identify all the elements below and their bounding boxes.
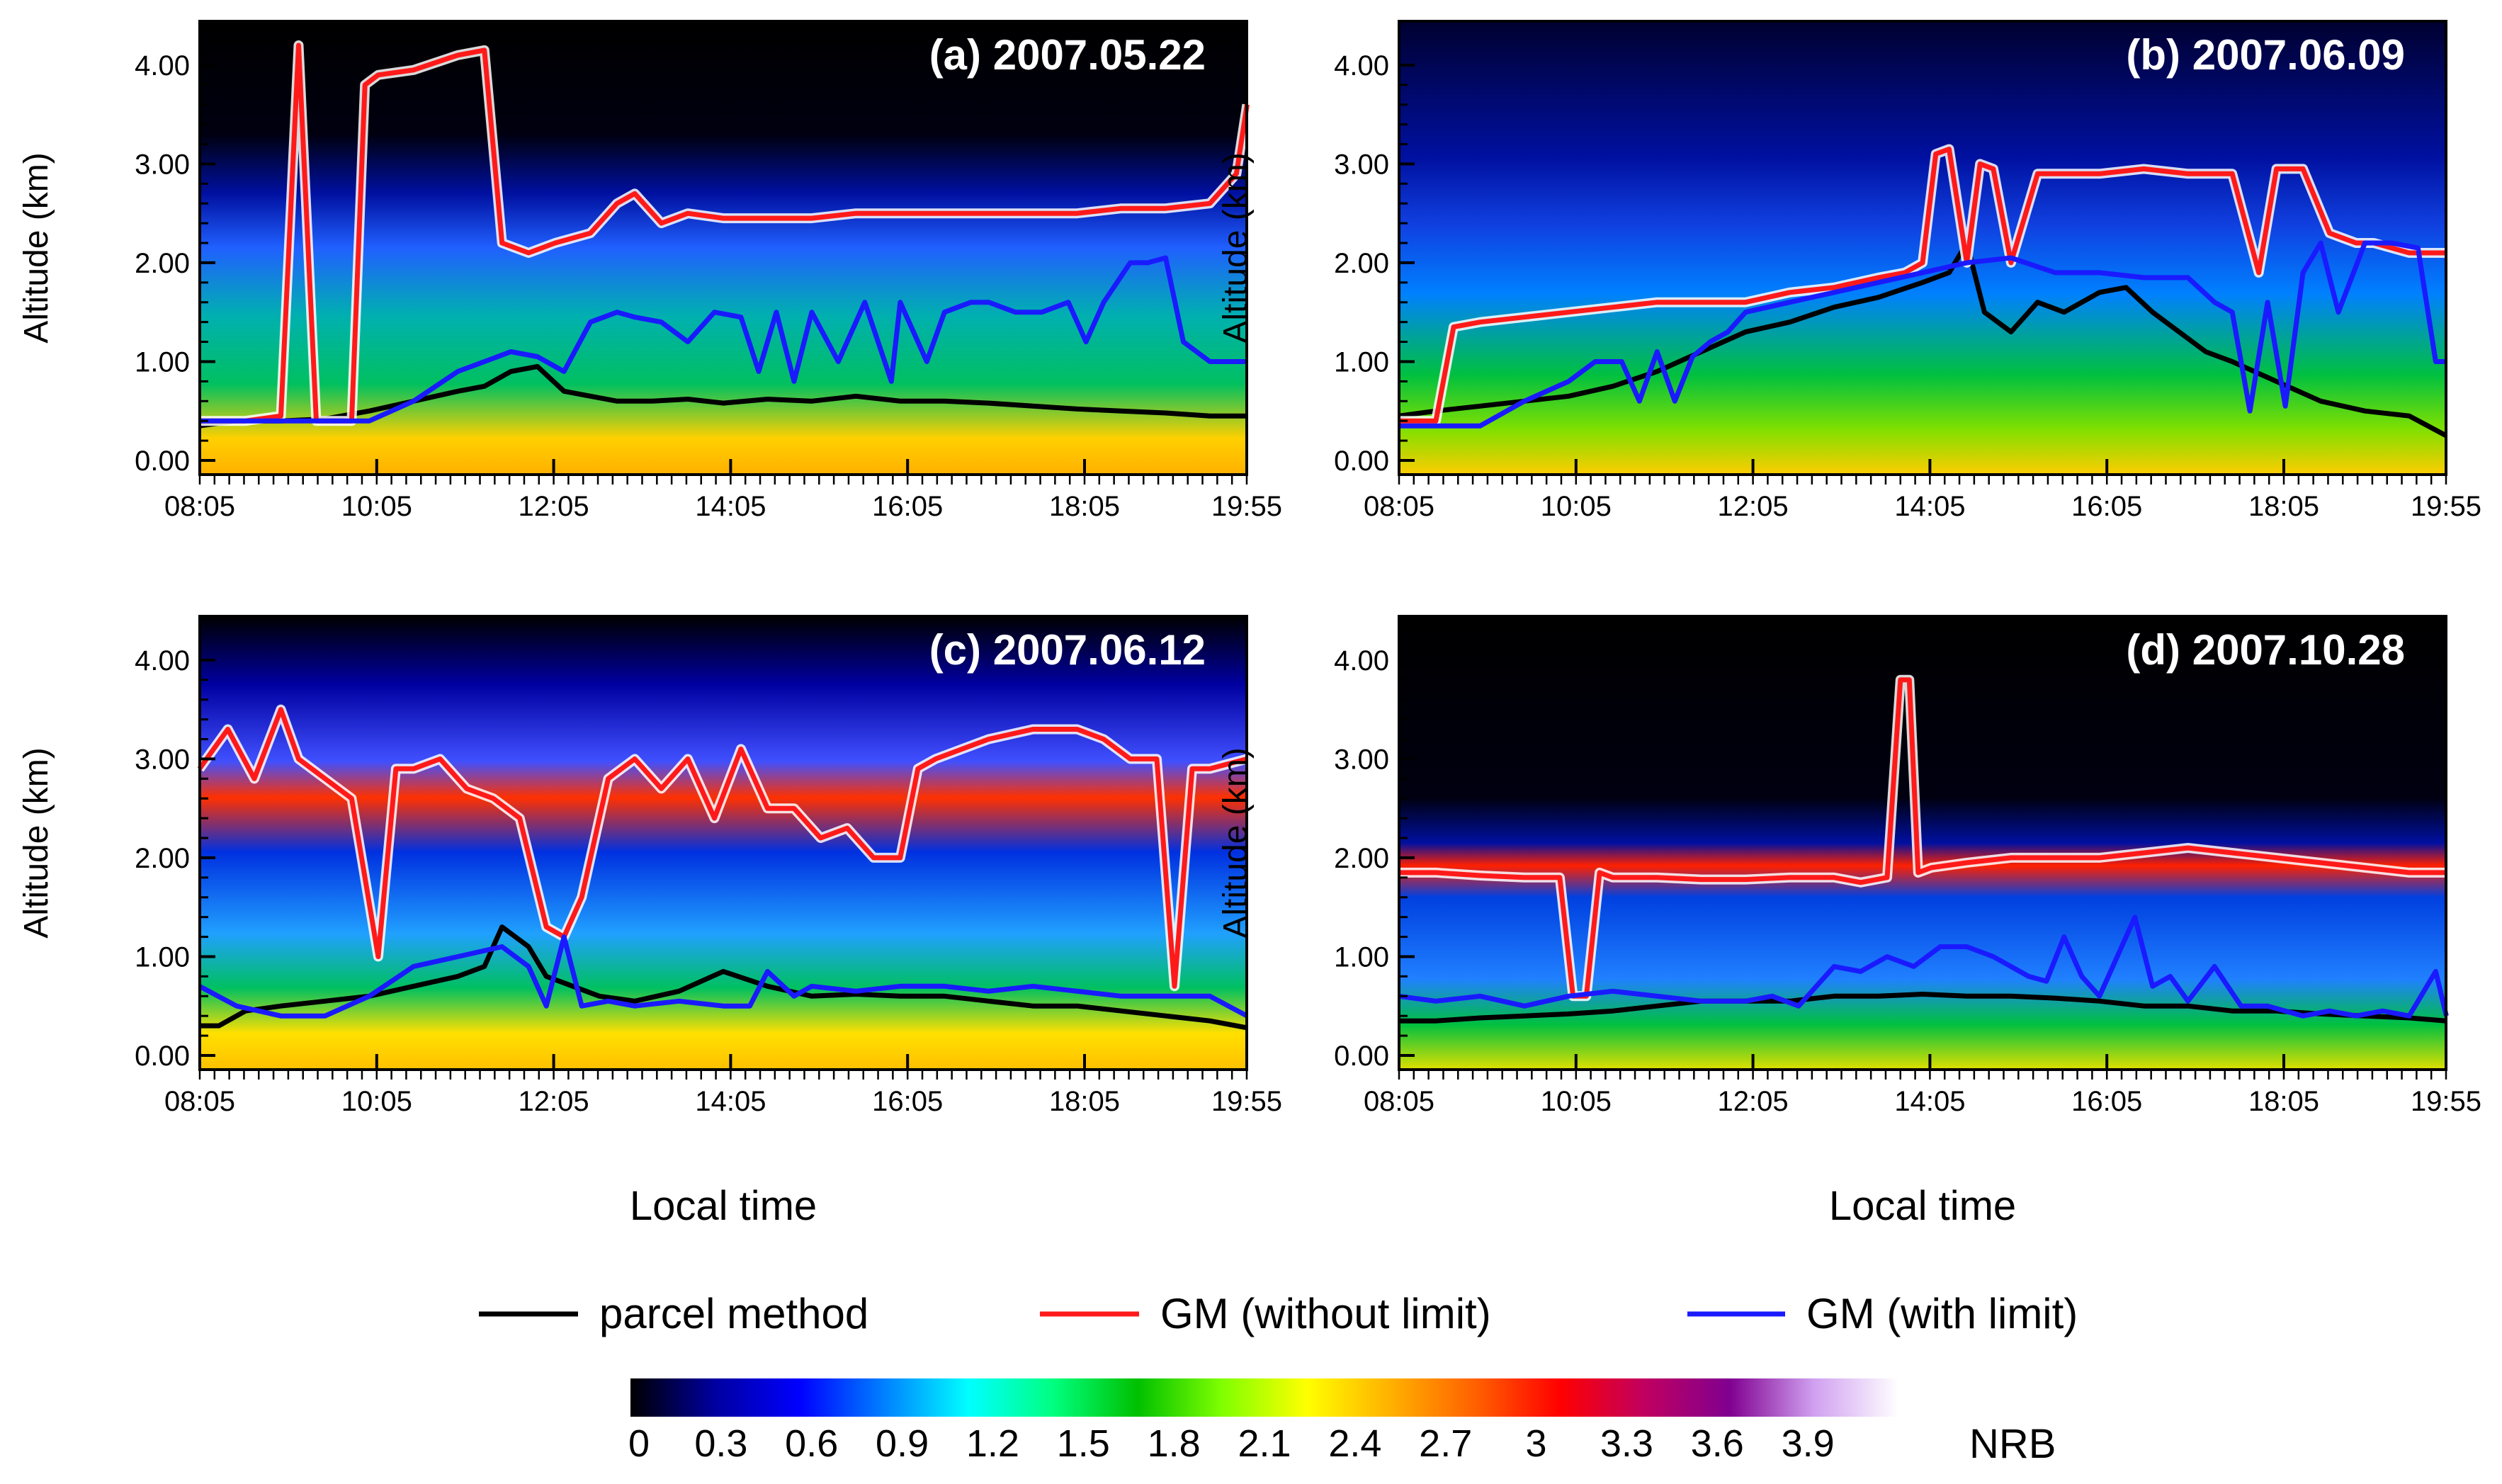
colorbar-tick-label: 0.9: [876, 1422, 929, 1465]
y-tick-label: 0.00: [135, 446, 190, 477]
y-tick-label: 2.00: [1334, 248, 1389, 279]
x-tick-label: 08:05: [1364, 491, 1434, 522]
colorbar-tick-label: 3.9: [1782, 1422, 1835, 1465]
x-tick-label: 18:05: [2248, 1086, 2319, 1117]
series-line-2: [199, 255, 1247, 424]
panel-b: 0.00 1.00 2.00 3.00 4.00 08:05 10:05 12:05 14:05…: [1217, 20, 2481, 522]
series-line-0: [199, 924, 1248, 1031]
y-tick-label: 0.00: [1334, 1041, 1389, 1072]
x-tick-label: 19:55: [2411, 1086, 2481, 1117]
x-tick-label: 18:05: [1049, 1086, 1120, 1117]
colorbar: [630, 1378, 1898, 1417]
y-tick-label: 2.00: [135, 843, 190, 874]
x-tick-label: 08:05: [164, 491, 235, 522]
plot-frame: [1398, 20, 2447, 476]
y-tick-label: 3.00: [1334, 744, 1389, 775]
colorbar-tick-label: 0.6: [785, 1422, 838, 1465]
panel-a: 0.00 1.00 2.00 3.00 4.00 08:05 10:05 12:05 14:05…: [18, 20, 1282, 522]
x-tick-label: 18:05: [1049, 491, 1120, 522]
y-tick-label: 4.00: [1334, 645, 1389, 676]
y-tick-label: 0.00: [1334, 446, 1389, 477]
series-line-2: [1398, 240, 2447, 429]
x-tick-label: 19:55: [1211, 1086, 1282, 1117]
panel-title: (b) 2007.06.09: [2126, 31, 2405, 79]
x-tick-label: 12:05: [519, 1086, 589, 1117]
x-tick-label: 19:55: [2411, 491, 2481, 522]
y-tick-label: 2.00: [135, 248, 190, 279]
colorbar-tick-label: 2.7: [1419, 1422, 1472, 1465]
y-tick-label: 3.00: [135, 149, 190, 180]
colorbar-tick-label: 0: [628, 1422, 650, 1465]
x-tick-label: 19:55: [1211, 491, 1282, 522]
y-tick-label: 1.00: [135, 346, 190, 378]
x-tick-label: 14:05: [695, 1086, 766, 1117]
x-tick-label: 14:05: [1894, 491, 1965, 522]
y-tick-label: 3.00: [135, 744, 190, 775]
colorbar-tick-label: 1.2: [966, 1422, 1019, 1465]
series-line-0: [199, 363, 1247, 429]
legend-label-parcel: parcel method: [599, 1290, 868, 1337]
y-axis-label: Altitude (km): [18, 152, 55, 343]
x-tick-label: 08:05: [1364, 1086, 1434, 1117]
colorbar-tick-label: 1.8: [1148, 1422, 1201, 1465]
x-tick-label: 16:05: [2071, 491, 2142, 522]
y-axis-label: Altitude (km): [18, 747, 55, 938]
nrb-field: [1399, 616, 2446, 1070]
panel-c: 0.00 1.00 2.00 3.00 4.00 08:05 10:05 12:05 14:05…: [18, 615, 1282, 1117]
x-tick-label: 16:05: [2071, 1086, 2142, 1117]
x-axis-label: Local time: [630, 1183, 817, 1229]
series-line-1: [197, 707, 1248, 989]
y-tick-label: 2.00: [1334, 843, 1389, 874]
colorbar-tick-label: 3.6: [1691, 1422, 1744, 1465]
panel-d: 0.00 1.00 2.00 3.00 4.00 08:05 10:05 12:05 14:05…: [1217, 615, 2481, 1117]
x-tick-label: 16:05: [872, 491, 943, 522]
x-tick-label: 16:05: [872, 1086, 943, 1117]
y-axis-label: Altitude (km): [1217, 747, 1255, 938]
y-axis-label: Altitude (km): [1217, 152, 1255, 343]
y-tick-label: 3.00: [1334, 149, 1389, 180]
x-tick-label: 08:05: [164, 1086, 235, 1117]
panel-title: (c) 2007.06.12: [929, 626, 1206, 674]
y-tick-label: 4.00: [1334, 50, 1389, 81]
series-line-1: [1398, 147, 2447, 424]
y-tick-label: 4.00: [135, 645, 190, 676]
colorbar-tick-label: 2.1: [1238, 1422, 1291, 1465]
x-tick-label: 10:05: [341, 1086, 412, 1117]
panel-title: (a) 2007.05.22: [929, 31, 1206, 79]
series-line-2: [1398, 914, 2449, 1019]
y-tick-label: 1.00: [135, 941, 190, 973]
x-tick-label: 12:05: [519, 491, 589, 522]
plot-frame: [1398, 615, 2447, 1071]
y-tick-label: 4.00: [135, 50, 190, 81]
legend-label-gm_limit: GM (with limit): [1806, 1290, 2078, 1337]
plot-frame: [198, 615, 1248, 1071]
colorbar-tick-label: 3.3: [1600, 1422, 1653, 1465]
colorbar-tick-label: 3: [1526, 1422, 1547, 1465]
plot-frame: [198, 20, 1248, 476]
x-tick-label: 10:05: [1541, 491, 1612, 522]
x-tick-label: 12:05: [1718, 1086, 1789, 1117]
y-tick-label: 1.00: [1334, 346, 1389, 378]
x-tick-label: 10:05: [341, 491, 412, 522]
colorbar-tick-label: 2.4: [1328, 1422, 1381, 1465]
x-tick-label: 10:05: [1541, 1086, 1612, 1117]
series-line-2: [198, 934, 1249, 1019]
y-tick-label: 0.00: [135, 1041, 190, 1072]
x-tick-label: 14:05: [695, 491, 766, 522]
colorbar-tick-label: 1.5: [1057, 1422, 1110, 1465]
nrb-field: [200, 21, 1247, 475]
legend-label-gm_nolimit: GM (without limit): [1160, 1290, 1491, 1337]
colorbar-tick-label: 0.3: [694, 1422, 747, 1465]
x-tick-label: 18:05: [2248, 491, 2319, 522]
panel-title: (d) 2007.10.28: [2126, 626, 2405, 674]
y-tick-label: 1.00: [1334, 941, 1389, 973]
x-tick-label: 12:05: [1718, 491, 1789, 522]
x-axis-label: Local time: [1829, 1183, 2016, 1229]
colorbar-label: NRB: [1969, 1421, 2056, 1467]
x-tick-label: 14:05: [1894, 1086, 1965, 1117]
